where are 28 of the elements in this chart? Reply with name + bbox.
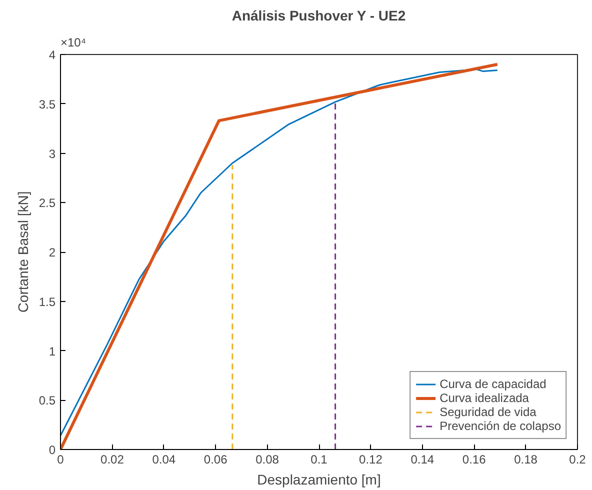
x-tick-label: 0.18 (514, 452, 538, 466)
y-axis-title: Cortante Basal [kN] (14, 191, 31, 313)
legend-label: Seguridad de vida (440, 405, 536, 419)
y-tick-label: 1.5 (38, 294, 56, 309)
x-axis-title: Desplazamiento [m] (257, 472, 381, 488)
legend-label: Curva de capacidad (440, 377, 546, 391)
legend-label: Prevención de colapso (440, 419, 561, 433)
y-tick-label: 3.5 (38, 97, 56, 112)
x-tick-label: 0.02 (100, 452, 124, 466)
x-tick-label: 0.12 (359, 452, 383, 466)
x-tick-label: 0.1 (310, 452, 328, 466)
y-tick-label: 0 (48, 443, 56, 457)
y-tick-label: 2.5 (38, 196, 56, 210)
y-tick-label: 2 (48, 246, 56, 260)
y-tick-label: 0.5 (38, 394, 56, 408)
y-tick-label: 1 (48, 344, 56, 358)
x-tick-label: 0.14 (410, 452, 434, 466)
x-tick-label: 0.06 (204, 452, 228, 466)
y-tick-label: 4 (48, 48, 56, 62)
x-tick-label: 0.08 (256, 452, 280, 466)
legend-label: Curva idealizada (440, 391, 529, 405)
x-tick-label: 0.2 (569, 452, 586, 466)
x-tick-label: 0.04 (152, 452, 176, 466)
x-tick-label: 0.16 (462, 452, 486, 466)
x-tick-label: 0 (57, 452, 64, 466)
chart-title: Análisis Pushover Y - UE2 (232, 8, 406, 24)
text: ×10⁴ (60, 36, 86, 50)
y-tick-label: 3 (48, 146, 56, 161)
